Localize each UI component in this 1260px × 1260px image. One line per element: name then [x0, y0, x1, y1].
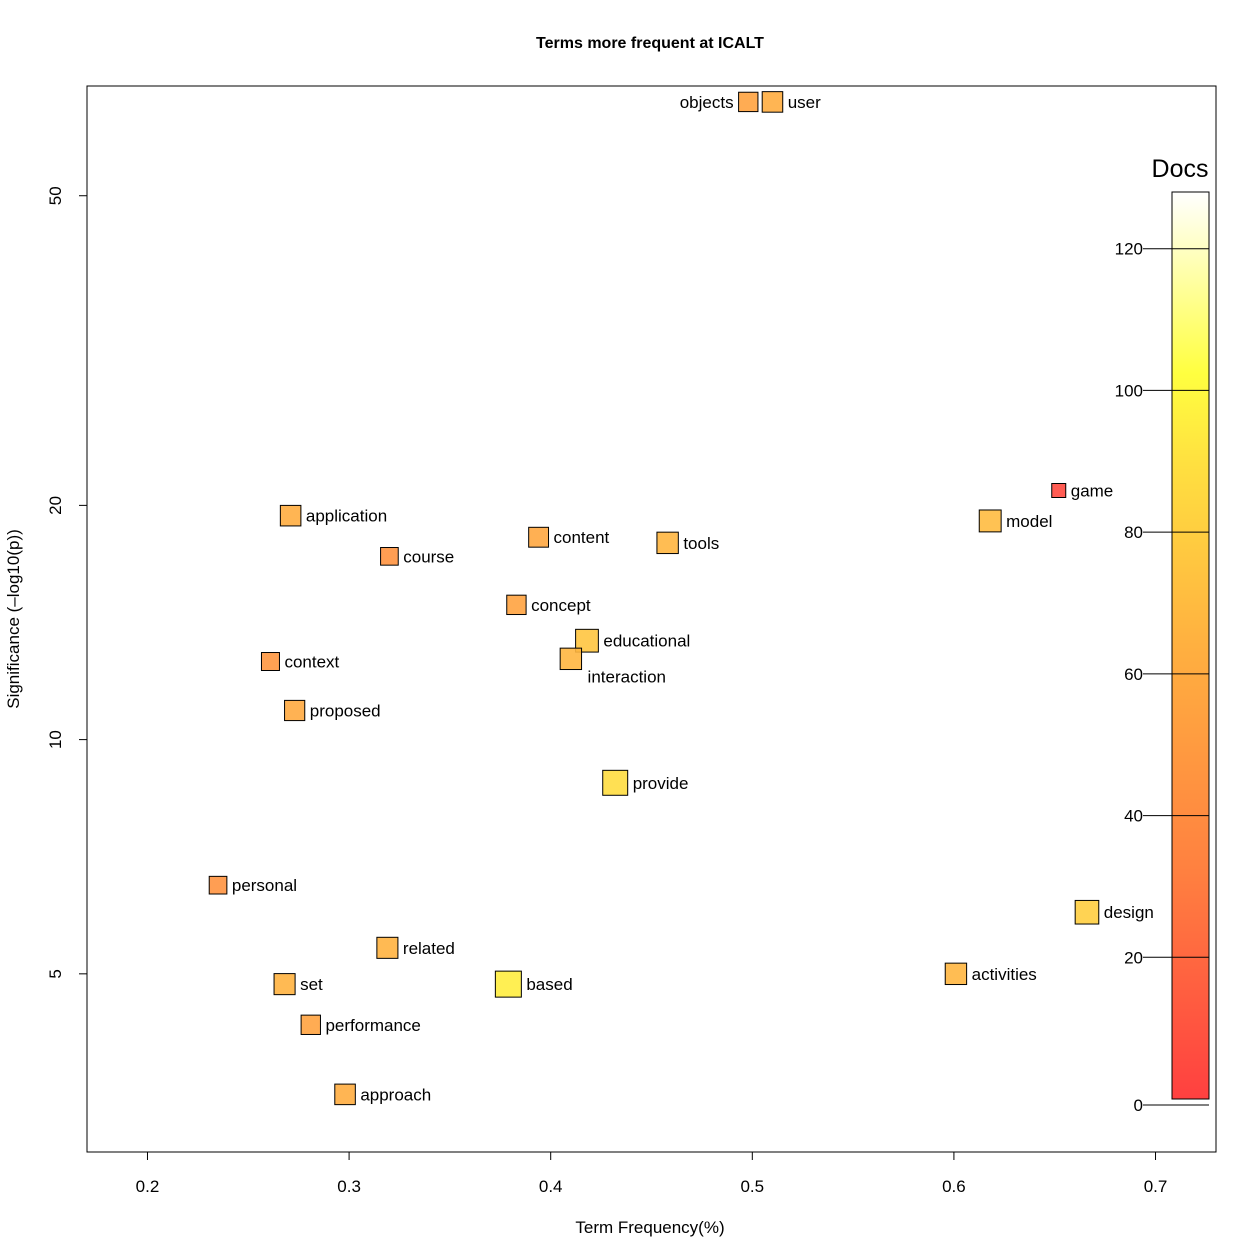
point-marker-game — [1051, 482, 1067, 498]
legend-tick-label: 60 — [1124, 665, 1143, 684]
chart-title: Terms more frequent at ICALT — [536, 35, 764, 52]
point-marker-context — [260, 652, 280, 672]
point-label-objects: objects — [680, 93, 734, 112]
legend-tick-label: 40 — [1124, 807, 1143, 826]
y-axis-label: Significance (–log10(p)) — [4, 529, 23, 709]
legend-tick-label: 100 — [1115, 381, 1143, 400]
point-label-context: context — [284, 653, 339, 672]
point-label-content: content — [554, 528, 610, 547]
x-axis-label: Term Frequency(%) — [575, 1218, 724, 1237]
point-marker-objects — [738, 91, 759, 113]
point-label-user: user — [788, 93, 821, 112]
point-label-game: game — [1071, 481, 1114, 500]
point-label-tools: tools — [683, 534, 719, 553]
x-tick-label: 0.6 — [942, 1177, 966, 1196]
point-label-provide: provide — [633, 774, 689, 793]
x-tick-label: 0.2 — [136, 1177, 160, 1196]
y-axis: 5 10 20 50 — [46, 186, 88, 979]
point-marker-user — [761, 91, 784, 113]
plot-frame — [86, 85, 1217, 1153]
point-marker-design — [1074, 899, 1100, 925]
point-marker-proposed — [284, 699, 306, 722]
point-marker-educational — [575, 628, 599, 653]
point-label-concept: concept — [531, 596, 591, 615]
point-marker-set — [273, 973, 296, 996]
y-tick-label: 20 — [46, 496, 65, 515]
point-label-application: application — [306, 507, 387, 526]
point-label-performance: performance — [325, 1016, 420, 1035]
legend-tick-label: 20 — [1124, 948, 1143, 967]
legend-tick-label: 120 — [1115, 240, 1143, 259]
point-label-related: related — [403, 939, 455, 958]
point-marker-activities — [944, 962, 968, 986]
x-axis: 0.2 0.3 0.4 0.5 0.6 0.7 — [136, 1151, 1168, 1196]
point-label-educational: educational — [603, 632, 690, 651]
legend-tick-label: 80 — [1124, 523, 1143, 542]
point-label-based: based — [526, 975, 572, 994]
point-label-design: design — [1104, 903, 1154, 922]
point-marker-interaction — [559, 647, 583, 671]
legend-ticks: 0 20 40 60 80 100 120 — [1115, 240, 1209, 1115]
legend-tick-label: 0 — [1134, 1096, 1143, 1115]
point-marker-related — [376, 936, 399, 959]
point-marker-performance — [300, 1014, 321, 1035]
point-marker-personal — [208, 875, 228, 895]
legend-title: Docs — [1152, 155, 1209, 183]
point-label-interaction: interaction — [588, 668, 666, 687]
point-label-course: course — [403, 547, 454, 566]
y-tick-label: 50 — [46, 186, 65, 205]
point-marker-provide — [602, 769, 629, 796]
point-marker-course — [380, 547, 399, 566]
point-label-set: set — [300, 975, 323, 994]
x-tick-label: 0.4 — [539, 1177, 563, 1196]
data-points: objects user game model application content to… — [208, 91, 1154, 1106]
x-tick-label: 0.3 — [337, 1177, 361, 1196]
point-label-model: model — [1006, 512, 1052, 531]
point-marker-concept — [506, 594, 527, 616]
y-tick-label: 10 — [46, 730, 65, 749]
x-tick-label: 0.7 — [1144, 1177, 1168, 1196]
point-label-proposed: proposed — [310, 701, 381, 720]
x-tick-label: 0.5 — [740, 1177, 764, 1196]
point-marker-model — [978, 509, 1002, 533]
y-tick-label: 5 — [46, 969, 65, 978]
point-label-approach: approach — [360, 1085, 431, 1104]
point-marker-approach — [334, 1083, 356, 1106]
point-marker-based — [494, 970, 522, 998]
legend-color-bar — [1171, 191, 1210, 1100]
point-label-personal: personal — [232, 876, 297, 895]
point-label-activities: activities — [972, 965, 1037, 984]
color-legend: Docs 0 20 40 60 80 100 120 — [1115, 155, 1210, 1115]
point-marker-tools — [656, 531, 679, 555]
point-marker-content — [528, 526, 550, 548]
point-marker-application — [279, 504, 302, 527]
